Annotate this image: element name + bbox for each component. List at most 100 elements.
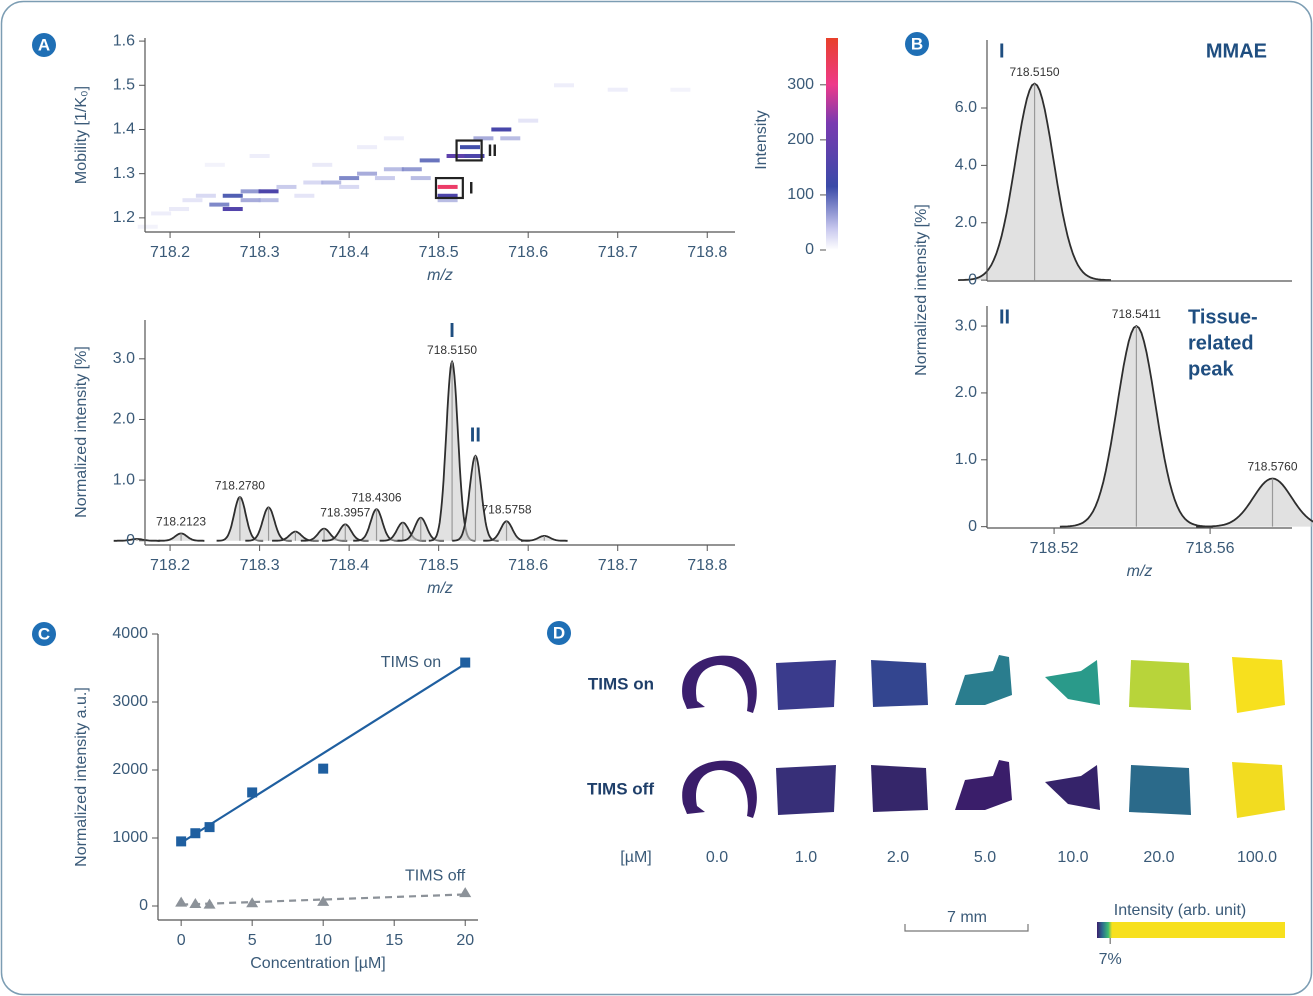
heatmap-cell — [383, 136, 404, 141]
region-box — [455, 139, 483, 162]
heatmap-cell — [276, 184, 297, 189]
panel-letter: A — [38, 35, 50, 54]
panel-badge — [32, 622, 56, 646]
peak-label: 718.2123 — [156, 515, 206, 529]
column-label: 100.0 — [1237, 849, 1277, 866]
tissue-image — [682, 760, 757, 818]
y-tick-label: 1.0 — [113, 471, 135, 488]
point — [460, 657, 471, 668]
x-tick-label: 5 — [248, 932, 257, 949]
heatmap-cell — [374, 176, 395, 181]
x-tick-label: 10 — [314, 932, 332, 949]
colorbar — [826, 38, 838, 250]
heatmap-cell — [500, 136, 521, 141]
tissue-image — [955, 760, 1012, 810]
heatmap-cell — [473, 136, 494, 141]
heatmap-cell — [151, 211, 172, 216]
x-axis-label: m/z — [427, 580, 453, 597]
colorbar — [1097, 922, 1285, 938]
panel-letter: D — [553, 623, 565, 642]
peak-label: 718.5150 — [427, 343, 477, 357]
heatmap-cell — [169, 207, 190, 212]
peak-label: 718.5411 — [1112, 307, 1161, 321]
panel-badge — [905, 32, 929, 56]
y-tick-label: 0 — [139, 897, 148, 914]
y-tick-label: 0 — [968, 271, 977, 288]
y-tick-label: 1.4 — [113, 121, 135, 138]
heatmap-cell — [383, 167, 404, 172]
y-tick-label: 2.0 — [955, 384, 977, 401]
y-tick-label: 4.0 — [955, 157, 977, 174]
column-label: 2.0 — [887, 849, 909, 866]
y-tick-label: 3.0 — [113, 350, 135, 367]
tissue-image — [1232, 657, 1285, 713]
colorbar-tick-label: 300 — [787, 76, 814, 93]
heatmap-cell — [258, 189, 279, 194]
x-tick-label: 718.3 — [240, 244, 280, 261]
x-tick-label: 0 — [177, 932, 186, 949]
scale-bar — [904, 924, 1029, 932]
colorbar-tick-label: 200 — [787, 131, 814, 148]
heatmap-cell — [294, 193, 315, 198]
x-tick-label: 718.6 — [508, 557, 548, 574]
y-axis-label: Normalized intensity [%] — [913, 204, 930, 376]
series-label: TIMS off — [405, 867, 466, 884]
tissue-image — [1232, 762, 1285, 818]
y-tick-label: 3000 — [112, 693, 148, 710]
heatmap-cell — [209, 202, 230, 207]
scale-label: 7 mm — [947, 909, 987, 926]
x-tick-label: 718.2 — [150, 557, 190, 574]
heatmap-cell — [182, 198, 203, 203]
heatmap-cell — [410, 176, 431, 181]
x-tick-label: 718.7 — [598, 557, 638, 574]
tissue-image — [955, 655, 1012, 705]
peak — [1196, 477, 1313, 528]
heatmap-cell — [491, 127, 512, 132]
heatmap-cell — [357, 145, 378, 150]
column-label: 1.0 — [795, 849, 817, 866]
y-tick-label: 4000 — [112, 625, 148, 642]
subpanel-title: MMAE — [1206, 40, 1267, 62]
tissue-image — [682, 655, 757, 713]
x-axis-label: Concentration [µM] — [250, 955, 386, 972]
colorbar-label: Intensity (arb. unit) — [1114, 902, 1247, 919]
y-axis-label: Normalized intensity a.u.] — [73, 687, 90, 867]
colorbar-tick-label: 100 — [787, 186, 814, 203]
peak-label: 718.5760 — [1247, 460, 1297, 474]
y-tick-label: 0 — [126, 532, 135, 549]
heatmap-cell — [249, 153, 270, 158]
y-tick-label: 2.0 — [113, 411, 135, 428]
tissue-image — [1045, 765, 1100, 810]
y-tick-label: 0 — [968, 518, 977, 535]
heatmap-cell — [339, 176, 360, 181]
peak-label: 718.5150 — [1010, 65, 1060, 79]
row-label: TIMS off — [587, 779, 654, 798]
point — [189, 897, 202, 908]
x-axis-label: m/z — [427, 267, 453, 284]
heatmap-cell — [464, 153, 485, 158]
heatmap-cell — [240, 189, 261, 194]
heatmap-cell — [401, 167, 422, 172]
heatmap-cell — [553, 83, 574, 88]
tissue-image — [776, 765, 836, 815]
y-tick-label: 6.0 — [955, 99, 977, 116]
heatmap-cell — [312, 162, 333, 167]
heatmap-cell — [321, 180, 342, 185]
heatmap-cell — [357, 171, 378, 176]
x-tick-label: 718.8 — [687, 244, 727, 261]
y-tick-label: 2.0 — [955, 214, 977, 231]
peak-annotation: II — [470, 425, 481, 447]
y-tick-label: 1.3 — [113, 165, 135, 182]
heatmap-cell — [258, 198, 279, 203]
point — [204, 822, 215, 833]
x-tick-label: 718.56 — [1186, 540, 1235, 557]
point — [318, 763, 329, 774]
point — [459, 887, 472, 898]
tissue-image — [1045, 660, 1100, 705]
point — [175, 896, 188, 907]
heatmap-cell — [222, 207, 243, 212]
heatmap-cell — [204, 162, 225, 167]
heatmap-cell — [339, 184, 360, 189]
peak-label: 718.2780 — [215, 478, 265, 492]
